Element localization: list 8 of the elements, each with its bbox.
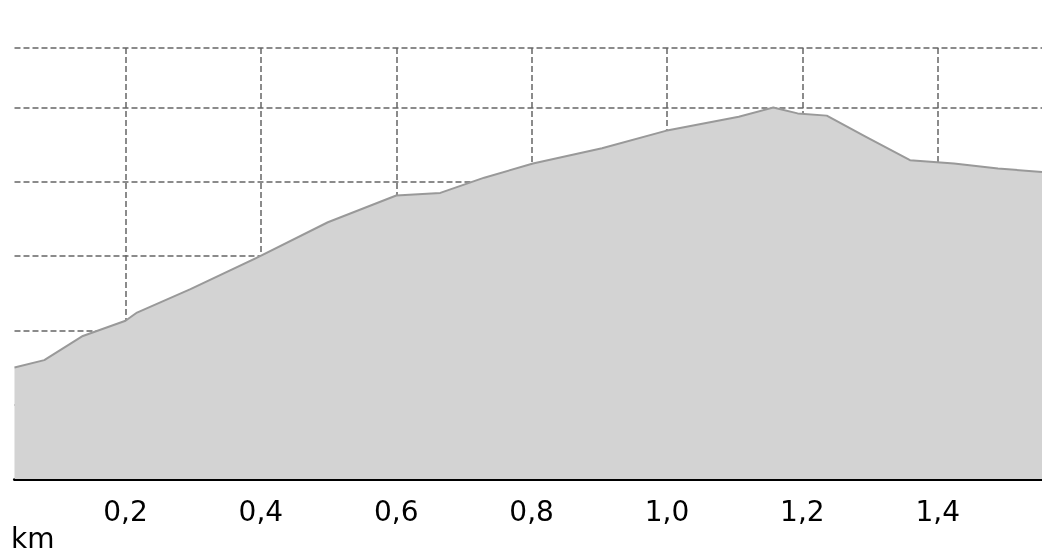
x-tick-label: 0,6 — [373, 494, 419, 528]
x-tick-label: 1,0 — [644, 494, 690, 528]
x-tick-label: 1,2 — [780, 494, 825, 528]
x-tick-label: 1,4 — [915, 494, 961, 528]
x-tick-label: 0,2 — [103, 494, 148, 528]
x-tick-label: 0,8 — [509, 494, 554, 528]
x-tick-label: 0,4 — [238, 494, 284, 528]
x-axis-title: km — [10, 521, 55, 555]
